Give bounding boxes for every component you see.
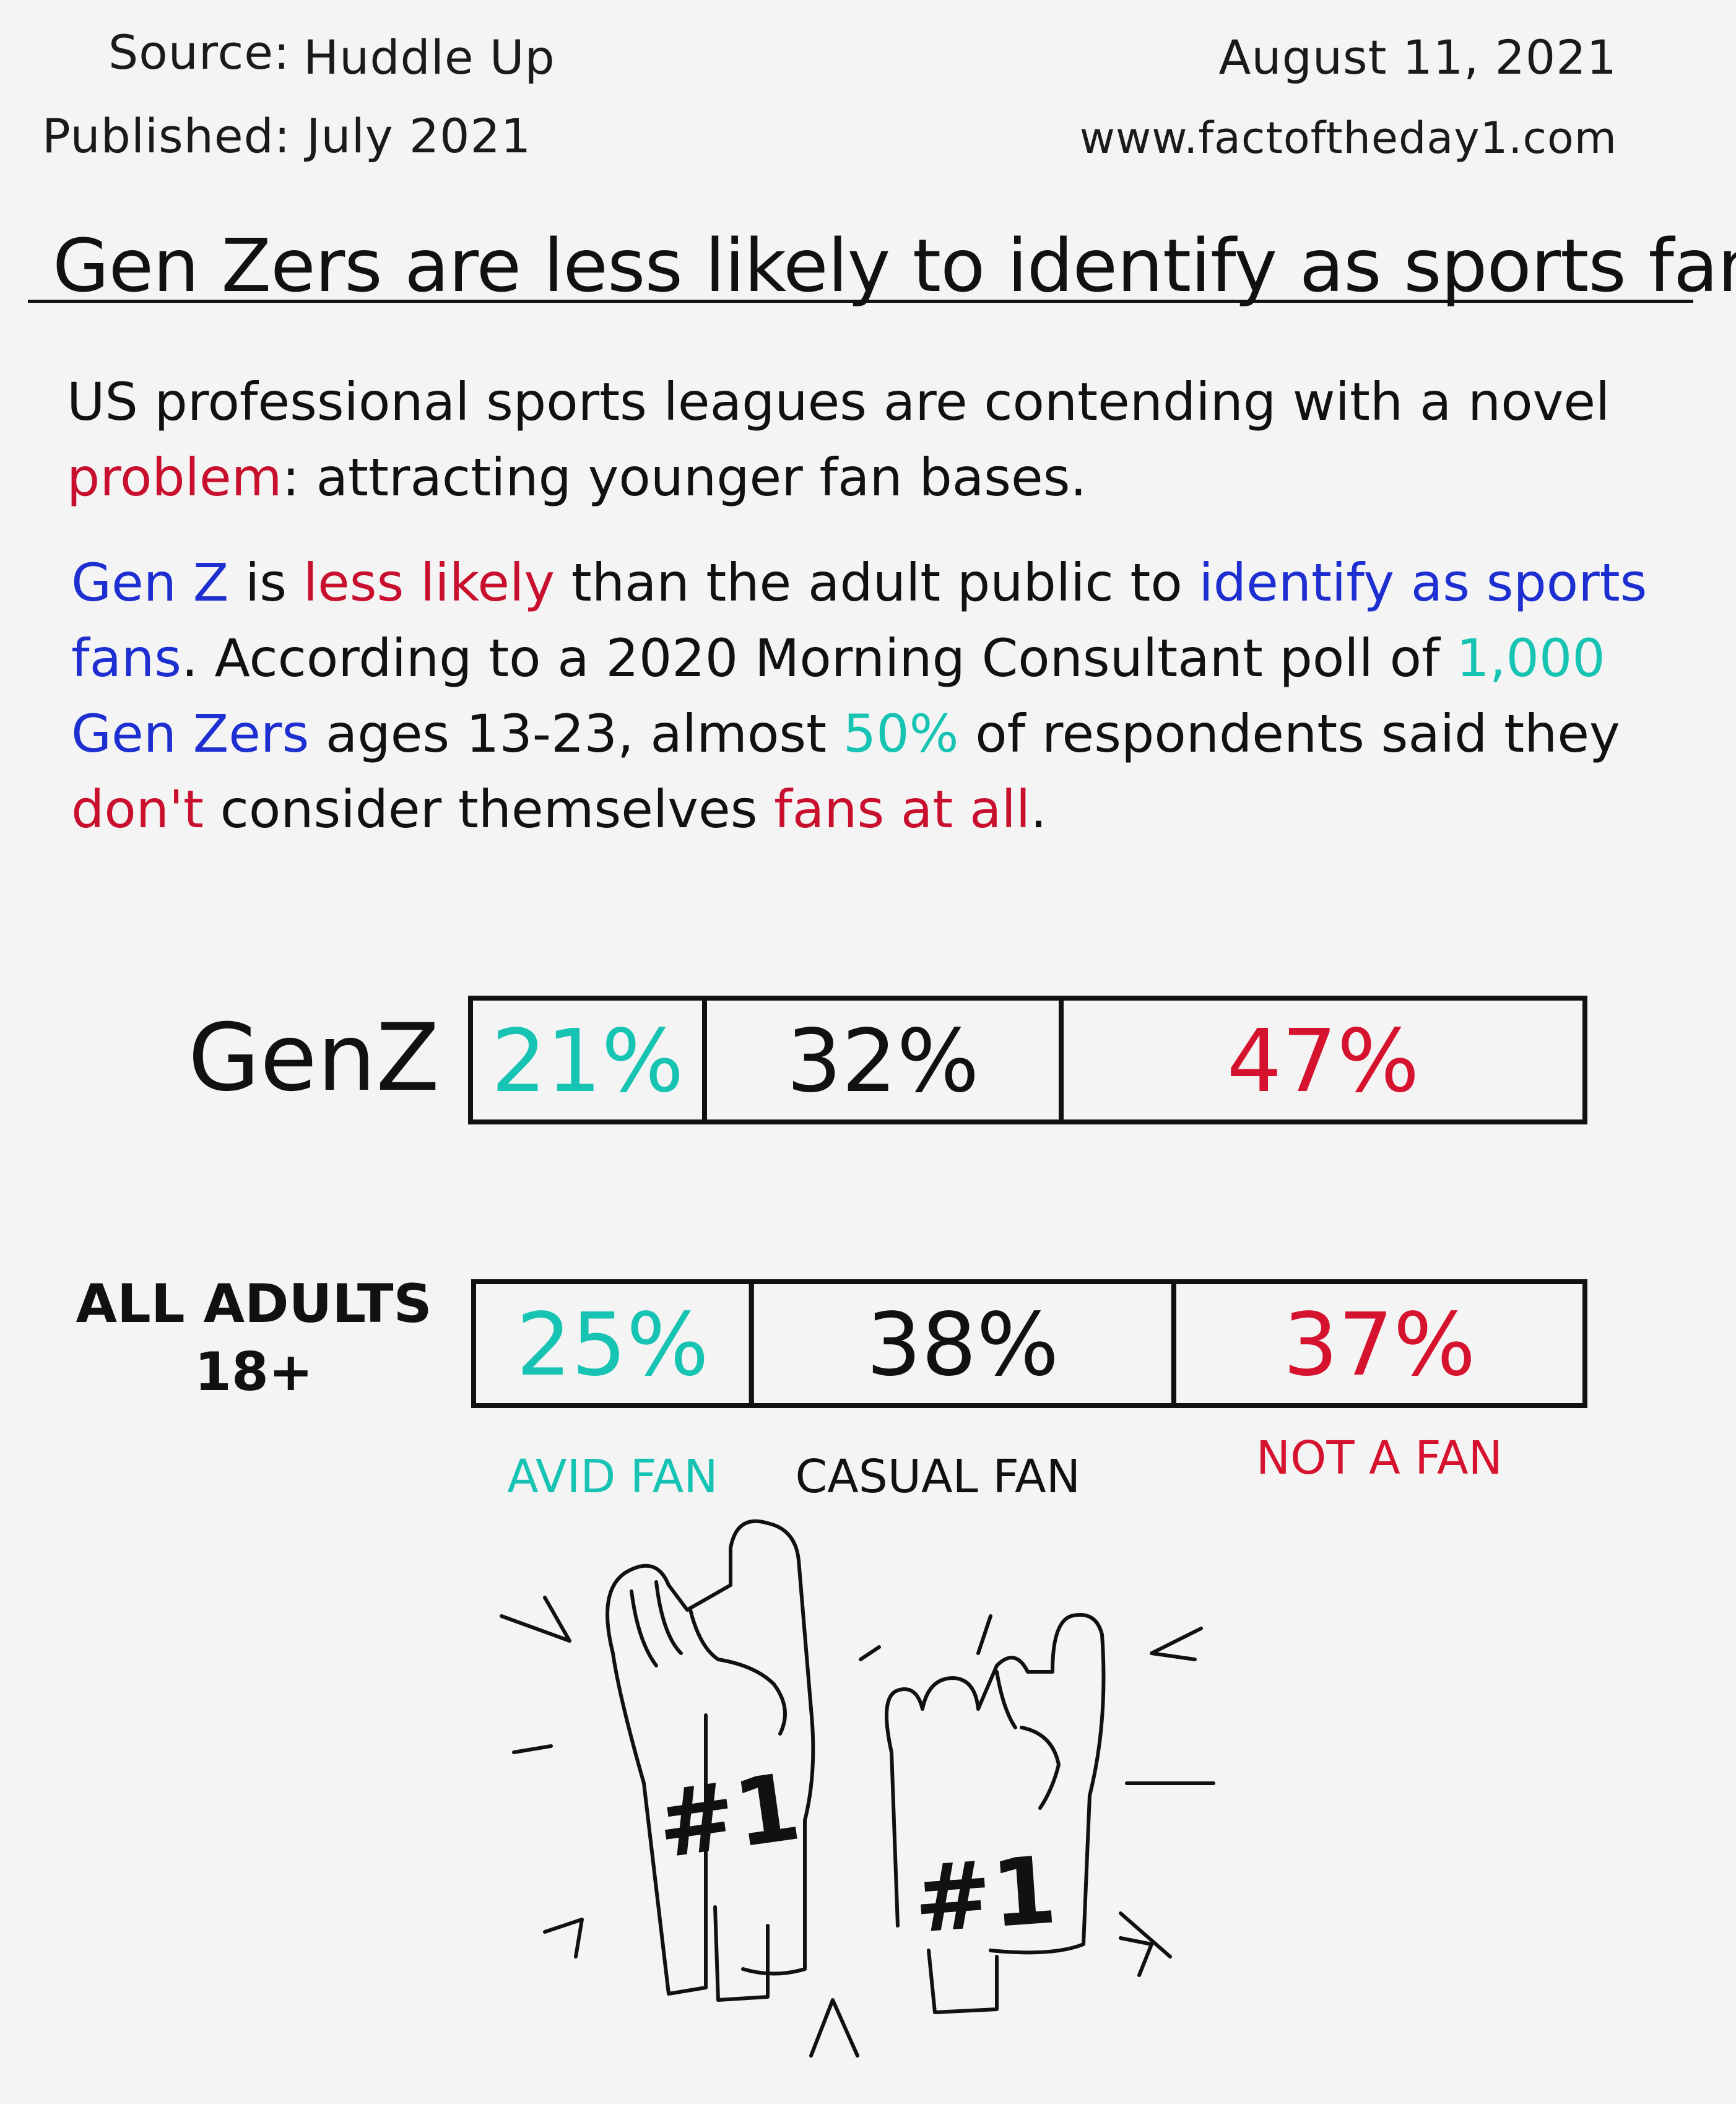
legend-not-a-fan: NOT A FAN [1256, 1432, 1503, 1485]
category-label-genz: GenZ [188, 1004, 440, 1112]
post-date: August 11, 2021 [1218, 30, 1617, 85]
finding-thousand: 1,000 [1456, 628, 1605, 689]
finding-fifty: 50% [843, 703, 959, 764]
finding-consider: consider themselves [203, 779, 775, 840]
finding-is: is [228, 552, 303, 613]
finding-than: than the adult public to [555, 552, 1199, 613]
intro-rest: : attracting younger fan bases. [282, 447, 1087, 508]
finding-less-likely: less likely [303, 552, 555, 613]
hand-1-label: #1 [651, 1753, 807, 1879]
category-label-all-adults: ALL ADULTS [76, 1273, 432, 1335]
data-label-not-a-fan: 47% [1226, 1011, 1419, 1112]
finding-gen-zers: Gen Zers [71, 703, 310, 764]
finding-fans-at-all: fans at all [774, 779, 1031, 840]
bar-segment-not-a-fan [1171, 1279, 1587, 1408]
published-value: July 2021 [306, 108, 532, 163]
category-label-all-adults: 18+ [194, 1341, 313, 1403]
intro-paragraph: US professional sports leagues are conte… [67, 364, 1610, 515]
excitement-marks [500, 1596, 1215, 2058]
foam-finger-number-one-icon: #1 [605, 1519, 815, 2002]
published-label: Published: [42, 108, 291, 163]
data-label-not-a-fan: 37% [1283, 1295, 1475, 1396]
source-value: Huddle Up [303, 30, 555, 85]
finding-paragraph: Gen Z is less likely than the adult publ… [71, 545, 1647, 847]
title-underline [28, 300, 1693, 303]
finding-respondents: of respondents said they [958, 703, 1620, 764]
finding-ages: ages 13-23, almost [309, 703, 843, 764]
intro-problem: problem [67, 447, 282, 508]
website-link[interactable]: www.factoftheday1.com [1079, 113, 1617, 163]
foam-finger-rock-on-icon: #1 [885, 1613, 1106, 2014]
bar-segment-not-a-fan [1059, 996, 1587, 1124]
finding-identify: identify as sports [1199, 552, 1647, 613]
intro-line-1: US professional sports leagues are conte… [67, 372, 1610, 432]
source-label: Source: [108, 25, 290, 80]
finding-according: . According to a 2020 Morning Consultant… [181, 628, 1457, 689]
finding-dont: don't [71, 779, 204, 840]
hand-2-label: #1 [910, 1837, 1060, 1954]
data-label-avid-fan: 21% [491, 1011, 684, 1112]
legend-casual-fan: CASUAL FAN [796, 1450, 1081, 1503]
finding-fans: fans [71, 628, 182, 689]
finding-gen-z: Gen Z [71, 552, 229, 613]
data-label-casual-fan: 32% [786, 1011, 979, 1112]
page-title: Gen Zers are less likely to identify as … [53, 223, 1736, 308]
data-label-casual-fan: 38% [866, 1295, 1059, 1396]
legend-avid-fan: AVID FAN [507, 1450, 718, 1503]
finding-period: . [1030, 779, 1047, 840]
data-label-avid-fan: 25% [516, 1295, 709, 1396]
